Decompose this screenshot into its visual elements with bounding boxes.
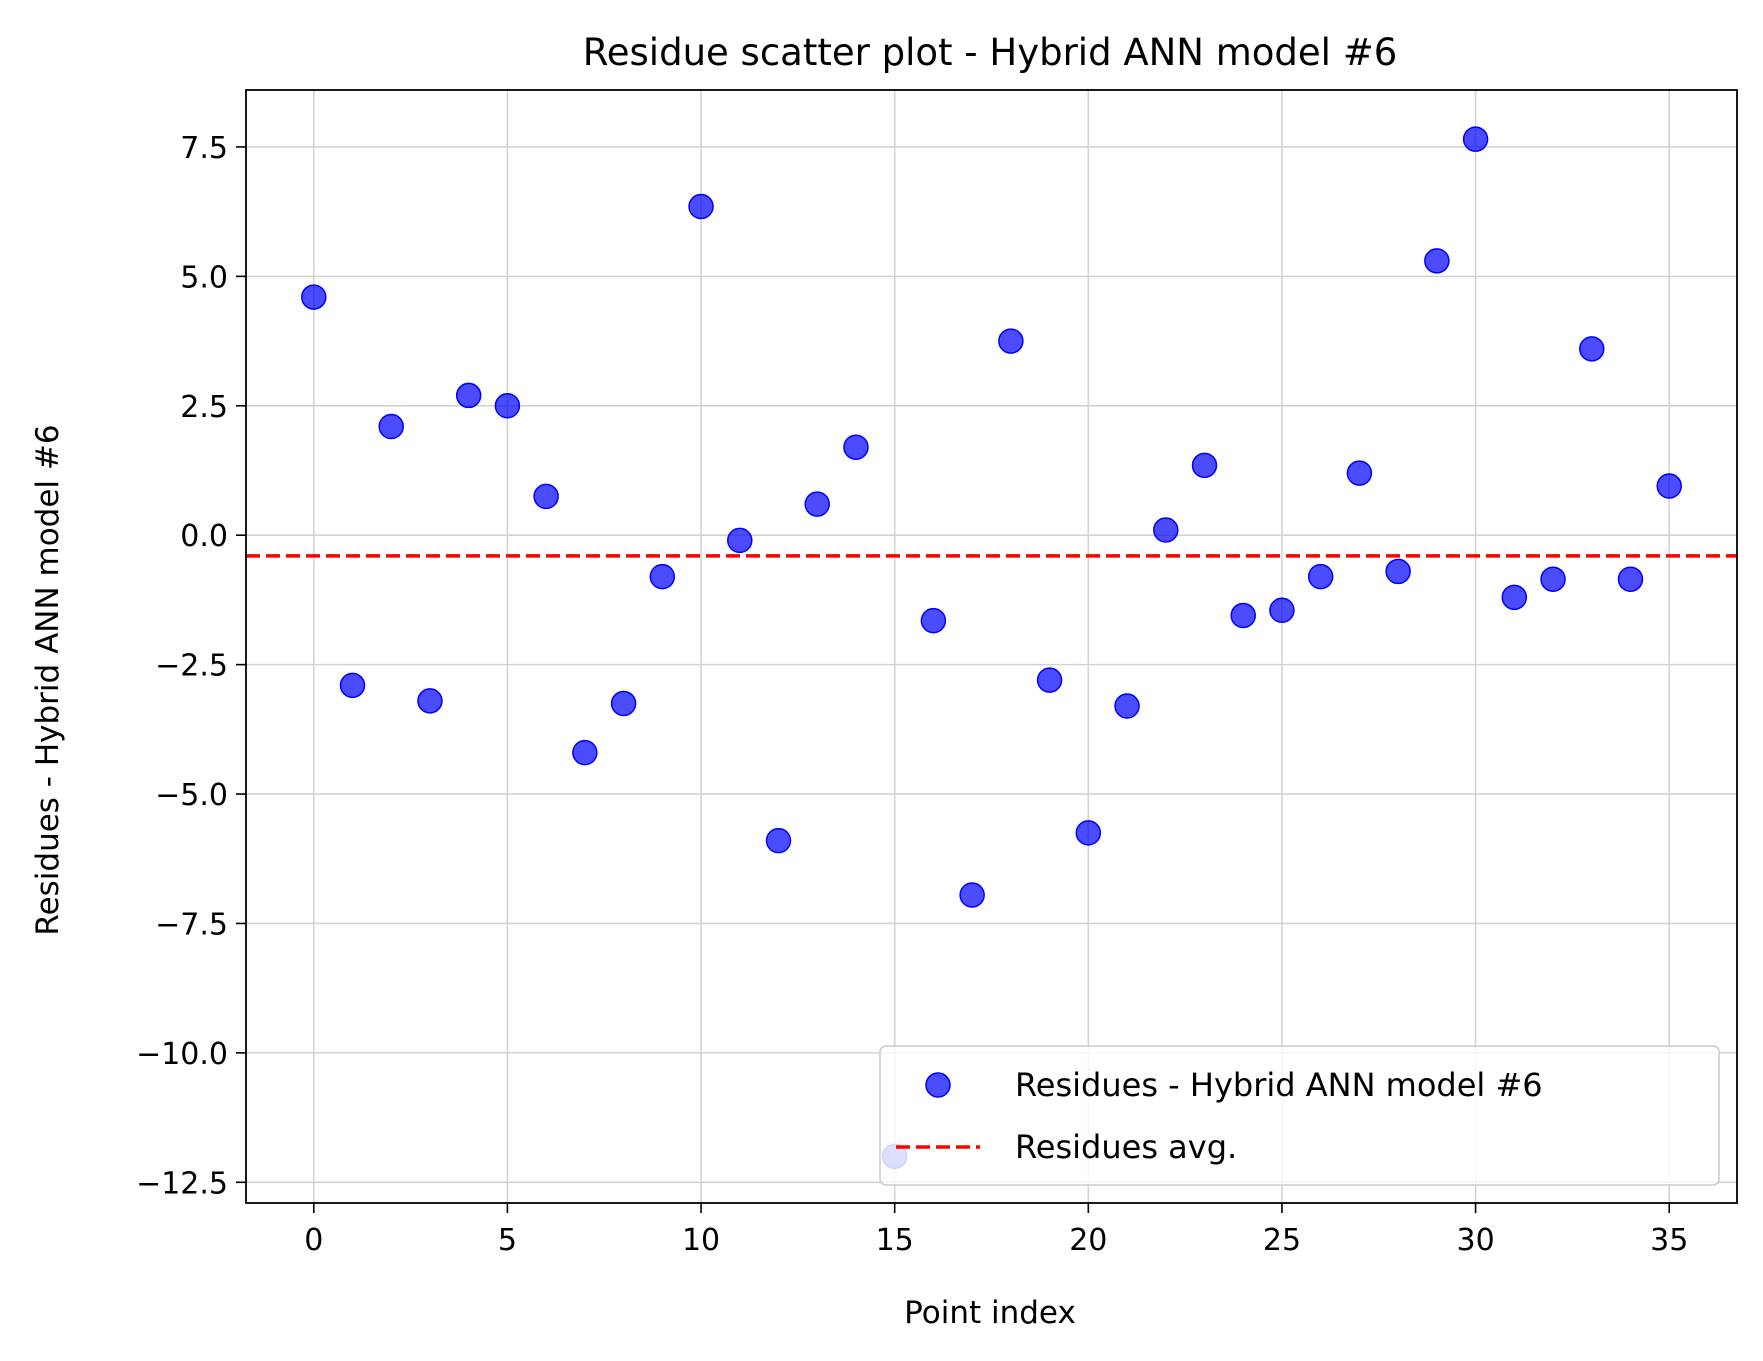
scatter-point (1424, 248, 1450, 274)
scatter-point (1540, 566, 1566, 592)
scatter-point (1501, 584, 1528, 611)
scatter-point (959, 882, 985, 908)
x-tick-label: 35 (1650, 1223, 1688, 1258)
scatter-point (1656, 473, 1682, 499)
scatter-point (417, 688, 443, 714)
x-tick-label: 25 (1263, 1223, 1301, 1258)
legend: Residues - Hybrid ANN model #6 Residues a… (879, 1045, 1720, 1186)
scatter-point (1462, 126, 1489, 152)
y-tick-label: 2.5 (180, 390, 228, 425)
legend-label-residues: Residues - Hybrid ANN model #6 (1015, 1066, 1543, 1104)
y-tick-label: −12.5 (136, 1166, 228, 1201)
scatter-point (455, 382, 482, 409)
plot-frame (245, 89, 1738, 1204)
series-residues (301, 126, 1682, 1170)
scatter-point (727, 527, 753, 554)
chart-title: Residue scatter plot - Hybrid ANN model … (583, 31, 1398, 74)
x-tick-label: 30 (1456, 1223, 1494, 1258)
x-tick-label: 5 (498, 1223, 517, 1258)
y-tick-label: −2.5 (155, 649, 228, 684)
scatter-point (765, 827, 792, 854)
y-axis-title: Residues - Hybrid ANN model #6 (30, 424, 66, 935)
y-tick-label: 5.0 (180, 260, 228, 295)
scatter-point (1114, 693, 1140, 719)
y-tick-label: 7.5 (180, 131, 228, 166)
scatter-point (494, 393, 521, 419)
axes: 0 5 10 15 20 25 30 35 7.5 5.0 2.5 0.0 −2.5 −5.0 −7.5 −1… (136, 131, 1688, 1258)
legend-marker-residues (925, 1072, 951, 1098)
x-tick-label: 15 (876, 1223, 914, 1258)
legend-box (879, 1045, 1720, 1186)
scatter-point (1617, 566, 1644, 592)
scatter-point (1346, 460, 1373, 486)
scatter-point (998, 328, 1024, 354)
scatter-point (301, 284, 327, 310)
scatter-point (378, 413, 404, 440)
scatter-point (688, 193, 714, 220)
scatter-point (339, 672, 366, 699)
x-tick-label: 0 (304, 1223, 323, 1258)
scatter-point (804, 491, 830, 517)
scatter-point (1269, 597, 1295, 624)
y-tick-label: −10.0 (136, 1037, 228, 1072)
y-tick-label: 0.0 (180, 519, 228, 554)
scatter-point (1579, 336, 1605, 362)
y-tick-label: −7.5 (155, 907, 228, 942)
y-tick-label: −5.0 (155, 778, 228, 813)
scatter-point (1036, 667, 1063, 693)
scatter-point (572, 739, 598, 766)
scatter-point (610, 690, 637, 717)
x-tick-label: 20 (1069, 1223, 1107, 1258)
x-axis-title: Point index (904, 1295, 1076, 1331)
scatter-point (1385, 558, 1411, 585)
scatter-point (533, 483, 559, 510)
scatter-point (920, 607, 947, 634)
grid-lines (246, 90, 1737, 1203)
scatter-point (843, 434, 869, 460)
scatter-point (1075, 820, 1102, 846)
x-tick-label: 10 (682, 1223, 720, 1258)
scatter-point (1307, 563, 1334, 590)
legend-label-average: Residues avg. (1015, 1128, 1237, 1166)
scatter-point (1153, 517, 1179, 543)
scatter-point (1191, 452, 1218, 479)
scatter-point (649, 563, 676, 590)
scatter-point (1230, 602, 1256, 629)
